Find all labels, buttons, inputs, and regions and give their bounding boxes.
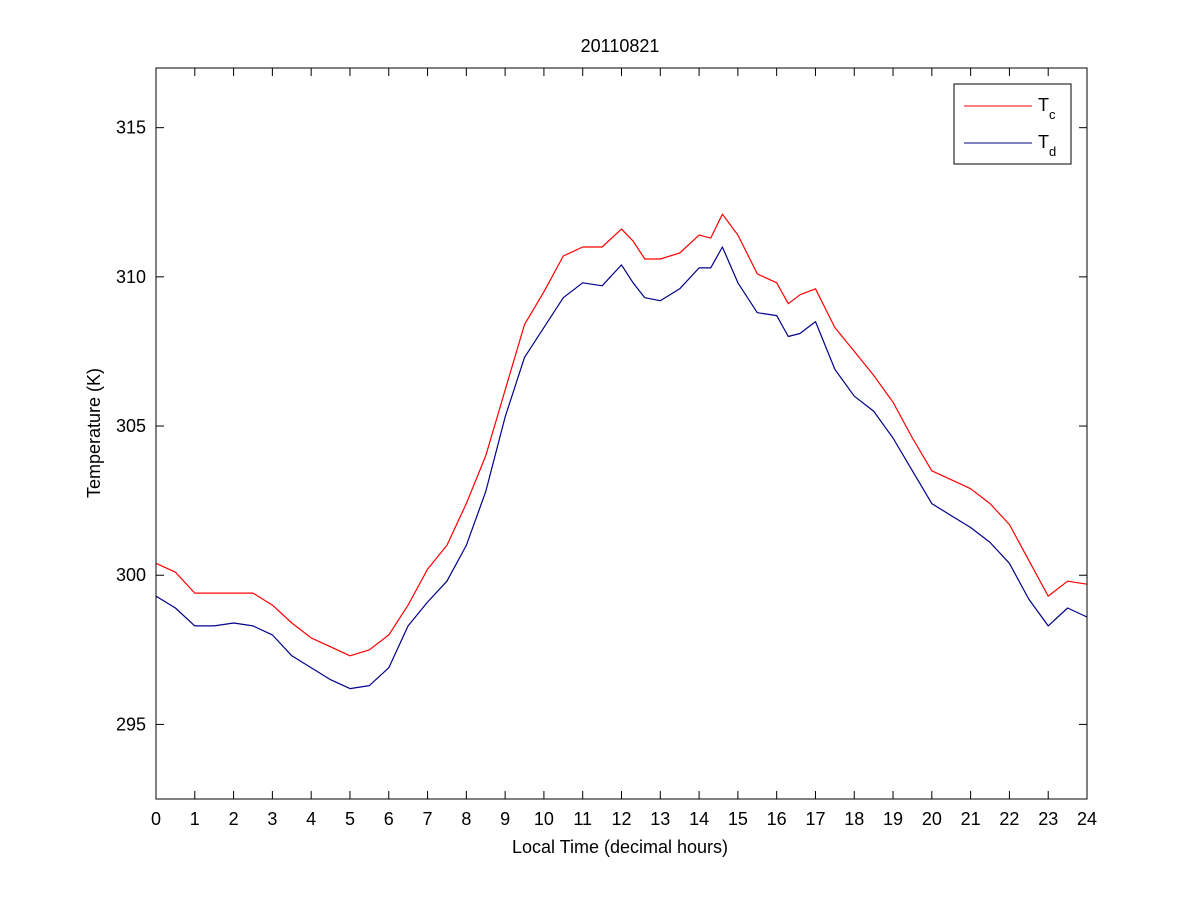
y-axis-label: Temperature (K) — [84, 368, 104, 498]
series-line-td — [155, 246, 1088, 690]
legend-label-td: Td — [1038, 132, 1056, 159]
x-tick-label: 14 — [689, 809, 709, 829]
y-tick-label: 300 — [116, 565, 146, 585]
y-tick-label: 305 — [116, 416, 146, 436]
x-tick-label: 7 — [423, 809, 433, 829]
x-tick-label: 16 — [767, 809, 787, 829]
x-tick-label: 21 — [961, 809, 981, 829]
x-tick-label: 0 — [151, 809, 161, 829]
x-tick-label: 2 — [229, 809, 239, 829]
y-tick-label: 315 — [116, 118, 146, 138]
x-tick-label: 17 — [805, 809, 825, 829]
x-tick-label: 1 — [190, 809, 200, 829]
legend: Tc Td — [953, 83, 1072, 165]
x-tick-label: 10 — [534, 809, 554, 829]
legend-label-tc: Tc — [1038, 95, 1056, 122]
x-tick-label: 8 — [461, 809, 471, 829]
x-axis-ticks: 0 1 2 3 4 5 6 7 8 9 10 11 12 13 14 15 16 17 18 19 20 21 22 23 24 — [151, 68, 1097, 829]
y-tick-label: 310 — [116, 267, 146, 287]
x-tick-label: 13 — [650, 809, 670, 829]
x-tick-label: 19 — [883, 809, 903, 829]
x-tick-label: 23 — [1038, 809, 1058, 829]
legend-box — [953, 83, 1072, 165]
x-tick-label: 12 — [611, 809, 631, 829]
series-line-tc — [155, 213, 1088, 657]
x-tick-label: 15 — [728, 809, 748, 829]
x-tick-label: 24 — [1077, 809, 1097, 829]
x-tick-label: 20 — [922, 809, 942, 829]
x-tick-label: 3 — [267, 809, 277, 829]
x-tick-label: 5 — [345, 809, 355, 829]
series-layer — [155, 213, 1088, 690]
y-axis-ticks: 295 300 305 310 315 — [116, 118, 1087, 734]
x-tick-label: 11 — [573, 809, 592, 829]
chart-title: 20110821 — [581, 36, 660, 56]
x-tick-label: 6 — [384, 809, 394, 829]
x-axis-label: Local Time (decimal hours) — [512, 837, 728, 857]
x-tick-label: 4 — [306, 809, 316, 829]
x-tick-label: 9 — [500, 809, 510, 829]
x-tick-label: 18 — [844, 809, 864, 829]
y-tick-label: 295 — [116, 714, 146, 734]
x-tick-label: 22 — [999, 809, 1019, 829]
